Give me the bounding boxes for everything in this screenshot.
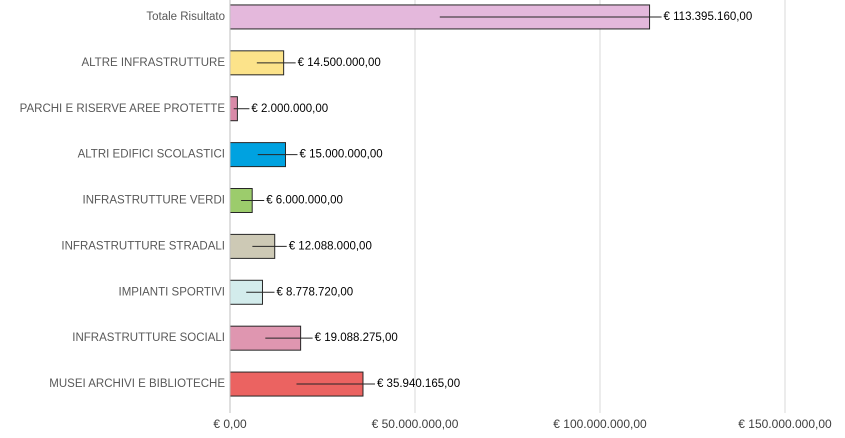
- value-label: € 6.000.000,00: [266, 195, 343, 207]
- x-tick-label: € 100.000.000,00: [553, 417, 647, 431]
- value-label: € 12.088.000,00: [289, 240, 372, 252]
- x-tick-label: € 150.000.000,00: [738, 417, 832, 431]
- x-tick-label: € 50.000.000,00: [372, 417, 459, 431]
- value-label: € 19.088.275,00: [315, 332, 398, 344]
- y-tick-label: INFRASTRUTTURE VERDI: [83, 195, 225, 207]
- value-label: € 113.395.160,00: [664, 11, 753, 23]
- y-tick-label: MUSEI ARCHIVI E BIBLIOTECHE: [49, 378, 225, 390]
- y-tick-label: IMPIANTI SPORTIVI: [119, 286, 226, 298]
- y-tick-label: ALTRE INFRASTRUTTURE: [81, 57, 225, 69]
- y-tick-label: INFRASTRUTTURE SOCIALI: [72, 332, 225, 344]
- y-tick-label: PARCHI E RISERVE AREE PROTETTE: [20, 103, 226, 115]
- value-label: € 35.940.165,00: [377, 378, 460, 390]
- value-label: € 14.500.000,00: [298, 57, 381, 69]
- value-label: € 15.000.000,00: [300, 149, 383, 161]
- y-tick-label: INFRASTRUTTURE STRADALI: [61, 240, 225, 252]
- y-tick-label: ALTRI EDIFICI SCOLASTICI: [78, 149, 225, 161]
- x-tick-label: € 0,00: [213, 417, 247, 431]
- y-tick-label: Totale Risultato: [146, 11, 225, 23]
- value-label: € 2.000.000,00: [251, 103, 328, 115]
- value-label: € 8.778.720,00: [276, 286, 353, 298]
